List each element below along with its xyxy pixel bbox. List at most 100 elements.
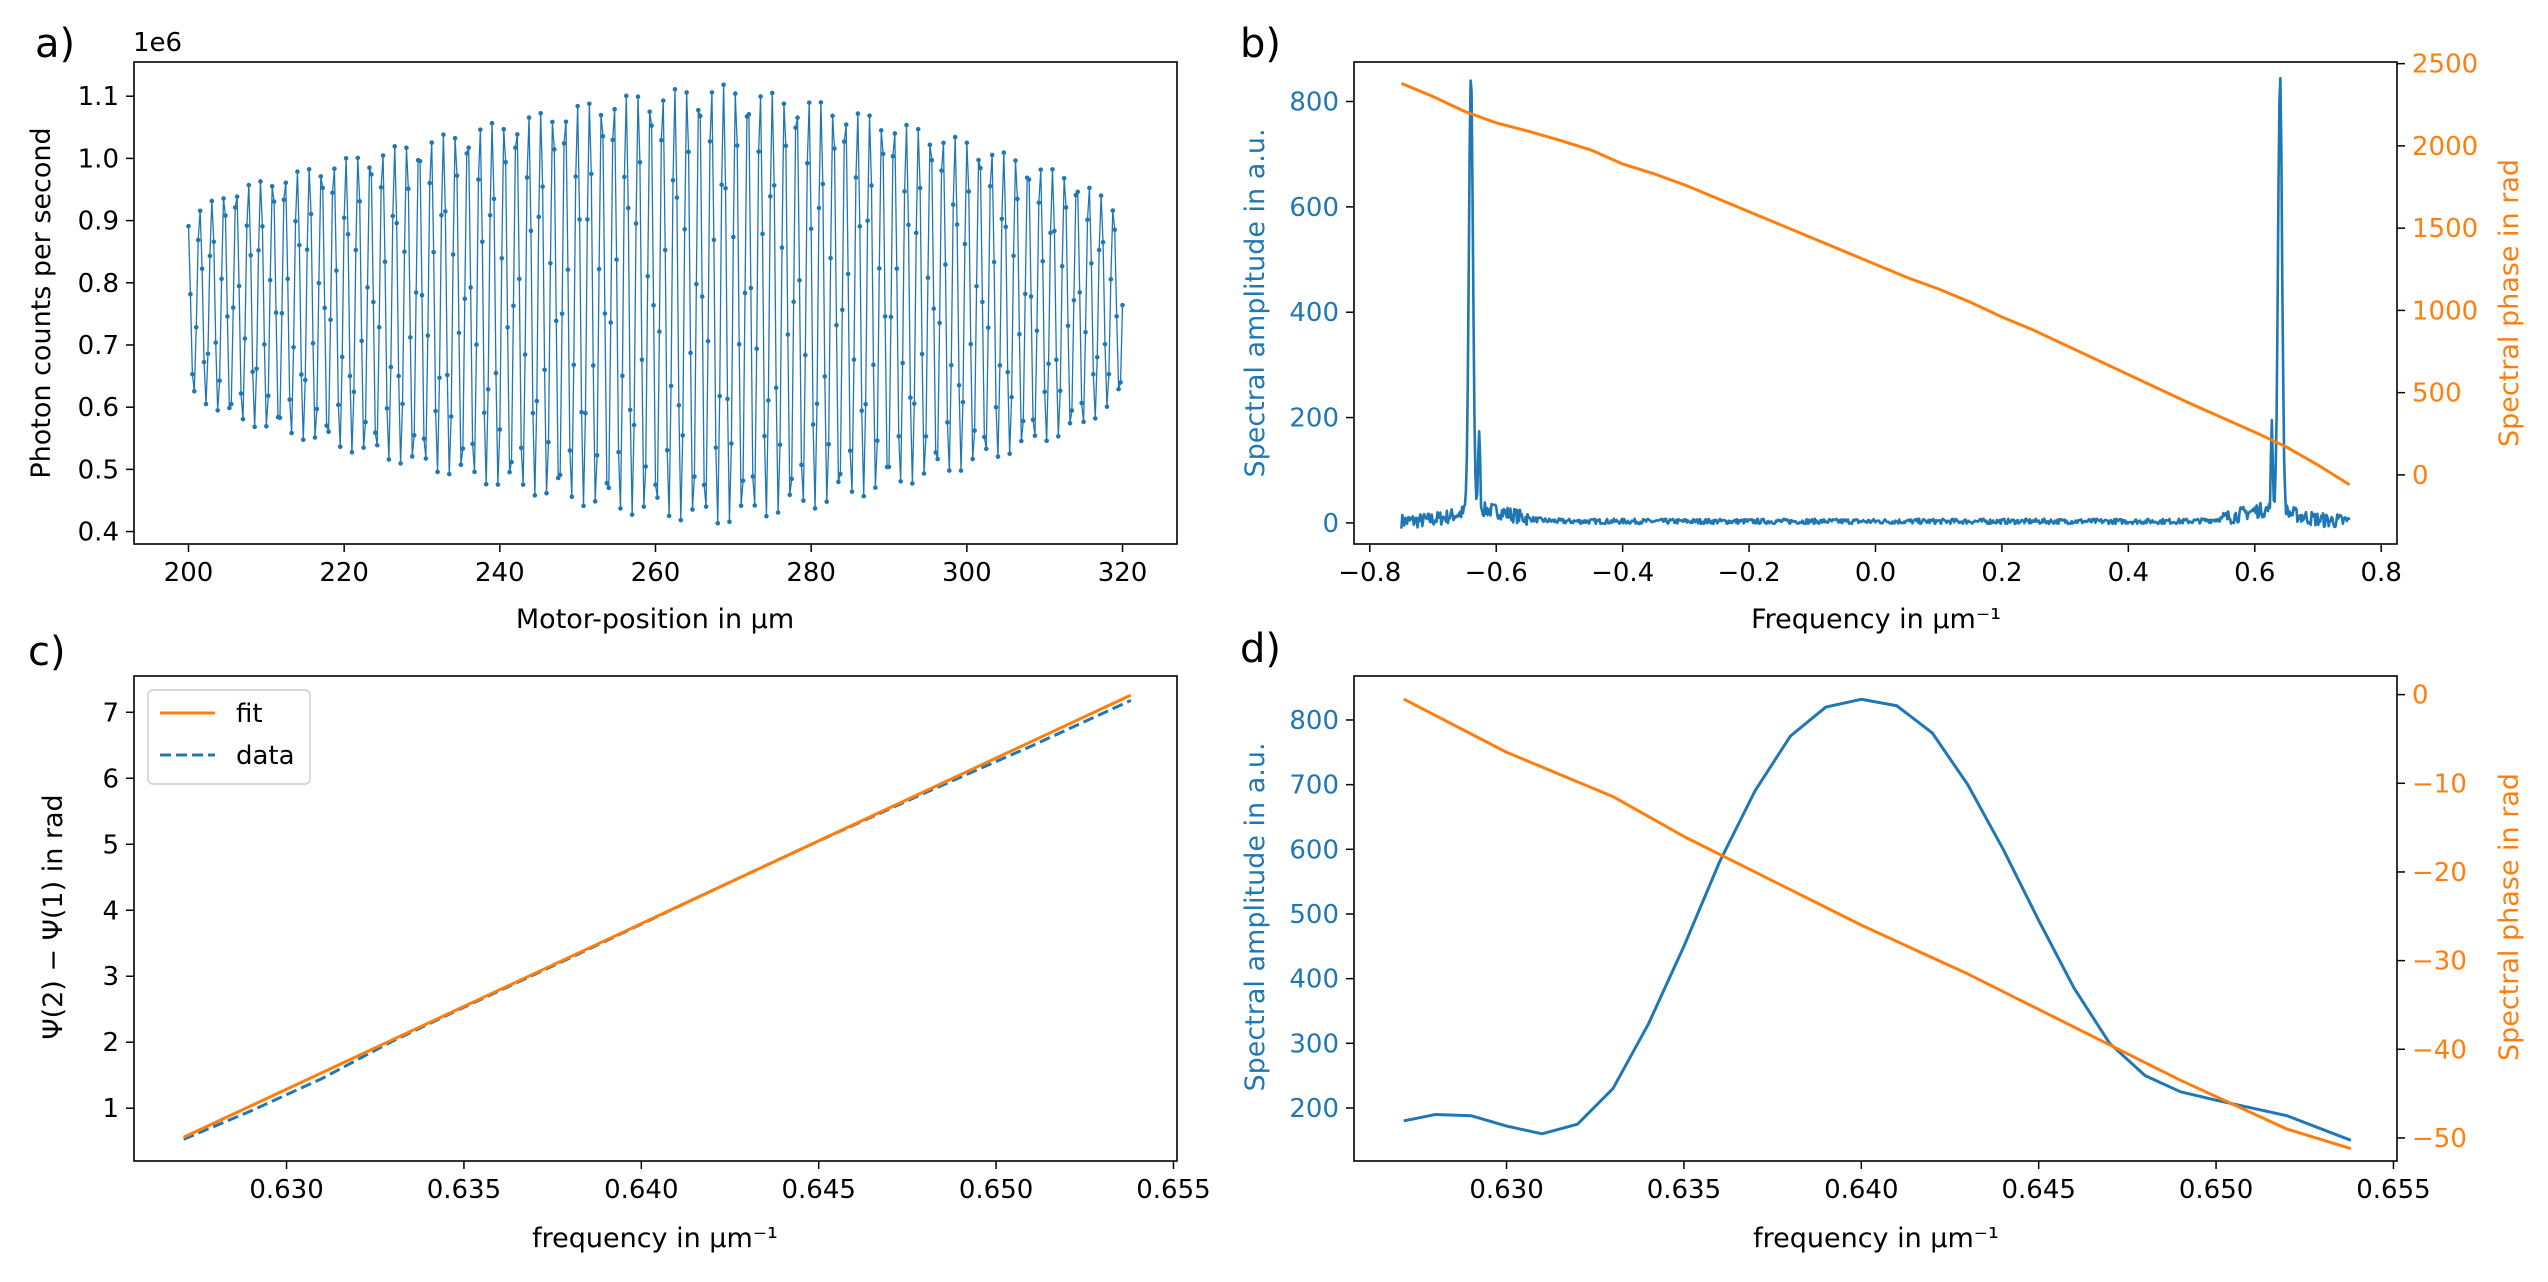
panel-c-ylabel: Ψ(2) − Ψ(1) in rad xyxy=(38,794,69,1039)
panel-a-data-point xyxy=(1019,438,1024,444)
panel-d-x-tick-label: 0.650 xyxy=(2179,1175,2253,1205)
panel-d-xlabel: frequency in μm⁻¹ xyxy=(1753,1223,1999,1254)
panel-a-data-point xyxy=(801,498,806,503)
panel-a-data-point xyxy=(435,469,440,475)
panel-a-data-point xyxy=(915,126,921,132)
panel-a-data-point xyxy=(1011,253,1016,259)
panel-a-data-point xyxy=(847,448,853,454)
panel-a-data-point xyxy=(573,174,579,179)
panel-d: d) 200 300 400 500 600 700 800 0 −10 −20 −30 −40 −5… xyxy=(1240,626,2525,1254)
panel-a-data-point xyxy=(734,143,740,148)
panel-a-data-point xyxy=(326,429,331,435)
panel-a-data-point xyxy=(880,151,886,157)
panel-a-data-point xyxy=(643,464,649,469)
panel-a-data-point xyxy=(505,325,510,330)
panel-a-data-point xyxy=(717,393,723,399)
panel-a-data-point xyxy=(376,324,382,330)
panel-a-data-point xyxy=(832,146,837,151)
panel-d-amplitude-line xyxy=(1403,697,2352,1142)
panel-a-data-point xyxy=(219,276,224,282)
panel-a-data-point xyxy=(240,416,246,422)
panel-a-data-point xyxy=(822,374,828,379)
panel-a-data-point xyxy=(299,372,304,377)
panel-d-y-tick-label: 300 xyxy=(1289,1029,1339,1059)
panel-a-data-point xyxy=(590,363,596,368)
panel-a-data-point xyxy=(433,408,438,414)
panel-a-data-point xyxy=(341,215,347,221)
panel-a-data-point xyxy=(1050,167,1055,172)
panel-c-frame xyxy=(133,675,1178,1162)
panel-a-data-point xyxy=(935,456,940,462)
panel-a-data-point xyxy=(328,317,333,323)
panel-a-data-point xyxy=(193,324,199,330)
panel-c-x-tick-label: 0.640 xyxy=(604,1175,678,1205)
panel-a-data-point xyxy=(201,359,207,365)
panel-a-x-tick-label: 220 xyxy=(319,558,369,588)
panel-a-data-point xyxy=(773,385,779,390)
panel-a-data-point xyxy=(359,338,364,344)
panel-a-data-point xyxy=(302,377,308,383)
panel-a-data-point xyxy=(489,120,495,126)
panel-a-data-point xyxy=(583,410,588,416)
panel-a-data-point xyxy=(859,408,865,414)
panel-a-data-point xyxy=(289,430,294,436)
panel-a-y-ticks: 0.4 0.5 0.6 0.7 0.8 0.9 1.0 1.1 xyxy=(78,82,134,548)
panel-a-data-point xyxy=(945,420,950,425)
panel-a-data-point xyxy=(826,441,831,447)
panel-a-data-point xyxy=(592,499,598,504)
panel-a-data-point xyxy=(1087,185,1092,191)
panel-a-data-point xyxy=(448,414,454,419)
panel-a-data-point xyxy=(966,189,972,194)
panel-a-data-point xyxy=(614,257,619,262)
panel-a-data-point xyxy=(400,401,405,407)
panel-a-data-point xyxy=(534,398,540,404)
panel-a-data-point xyxy=(610,137,615,143)
panel-a-data-point xyxy=(855,111,861,116)
panel-c-y-tick-label: 1 xyxy=(102,1094,119,1124)
panel-a-data-point xyxy=(841,139,847,144)
panel-a-data-point xyxy=(456,330,462,336)
panel-a-data-point xyxy=(279,310,285,316)
panel-a-data-point xyxy=(1100,240,1106,245)
panel-a-data-point xyxy=(423,456,429,461)
panel-a-data-point xyxy=(606,485,612,491)
panel-a-data-point xyxy=(771,183,777,188)
panel-a-data-point xyxy=(602,311,608,316)
panel-a-data-point xyxy=(594,452,600,458)
panel-a-data-point xyxy=(703,504,709,509)
panel-c-x-tick-label: 0.635 xyxy=(427,1175,501,1205)
panel-a-data-point xyxy=(980,299,985,305)
panel-b-x-tick-label: −0.6 xyxy=(1465,558,1528,588)
panel-a-data-point xyxy=(789,476,795,482)
panel-b-x-tick-label: 0.2 xyxy=(1981,558,2022,588)
panel-a-y-tick-label: 1.0 xyxy=(78,144,119,174)
panel-a-data-point xyxy=(470,441,475,447)
panel-a-data-point xyxy=(596,266,602,272)
panel-a-data-point xyxy=(487,213,493,218)
panel-a-data-point xyxy=(641,504,647,509)
panel-a-data-point xyxy=(345,231,351,237)
panel-a-data-point xyxy=(662,247,668,253)
panel-a-data-point xyxy=(921,471,927,476)
panel-d-y-tick-label: 700 xyxy=(1289,771,1339,801)
panel-c-y-tick-label: 6 xyxy=(102,764,119,794)
panel-a-data-point xyxy=(468,285,473,290)
panel-a-data-point xyxy=(526,115,532,120)
panel-b-letter: b) xyxy=(1240,21,1281,67)
panel-a-data-point xyxy=(995,454,1001,459)
panel-a-data-point xyxy=(764,513,769,519)
panel-a-data-point xyxy=(861,493,867,499)
panel-a-data-point xyxy=(886,464,892,470)
panel-a-data-point xyxy=(221,196,226,201)
panel-b-ylabel-left: Spectral amplitude in a.u. xyxy=(1240,128,1271,477)
panel-a-data-point xyxy=(264,424,269,429)
panel-a-data-point xyxy=(876,266,882,271)
panel-a-data-point xyxy=(1118,380,1123,385)
panel-b-x-tick-label: −0.2 xyxy=(1718,558,1781,588)
panel-a-data-point xyxy=(993,404,999,410)
panel-a-data-point xyxy=(365,285,370,290)
panel-a-data-point xyxy=(624,93,629,99)
panel-a-data-point xyxy=(727,519,732,525)
panel-a-data-point xyxy=(688,350,693,356)
panel-a-data-point xyxy=(460,446,466,451)
